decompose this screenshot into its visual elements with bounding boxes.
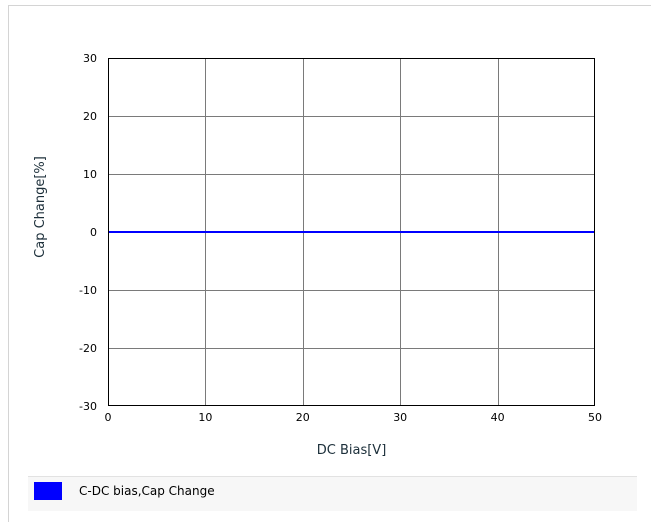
y-tick-label: 20 — [83, 110, 97, 123]
y-tick-label: -30 — [79, 400, 97, 413]
x-tick-label: 30 — [393, 411, 407, 424]
chart-panel — [8, 5, 651, 522]
y-tick-label: 10 — [83, 168, 97, 181]
x-tick-label: 50 — [588, 411, 602, 424]
legend: C-DC bias,Cap Change — [28, 476, 637, 511]
y-tick-label: -10 — [79, 284, 97, 297]
y-tick-label: 0 — [90, 226, 97, 239]
x-axis-ticks: 0 10 20 30 40 50 — [105, 411, 603, 424]
x-axis-label: DC Bias[V] — [317, 443, 387, 458]
x-tick-label: 0 — [105, 411, 112, 424]
y-axis-label: Cap Change[%] — [33, 156, 48, 258]
legend-label: C-DC bias,Cap Change — [79, 484, 215, 498]
y-tick-label: 30 — [83, 52, 97, 65]
x-tick-label: 20 — [296, 411, 310, 424]
y-tick-label: -20 — [79, 342, 97, 355]
x-tick-label: 40 — [491, 411, 505, 424]
y-axis-ticks: 30 20 10 0 -10 -20 -30 — [79, 52, 97, 413]
plot-frame — [108, 58, 595, 406]
x-tick-label: 10 — [198, 411, 212, 424]
legend-swatch — [34, 482, 62, 500]
